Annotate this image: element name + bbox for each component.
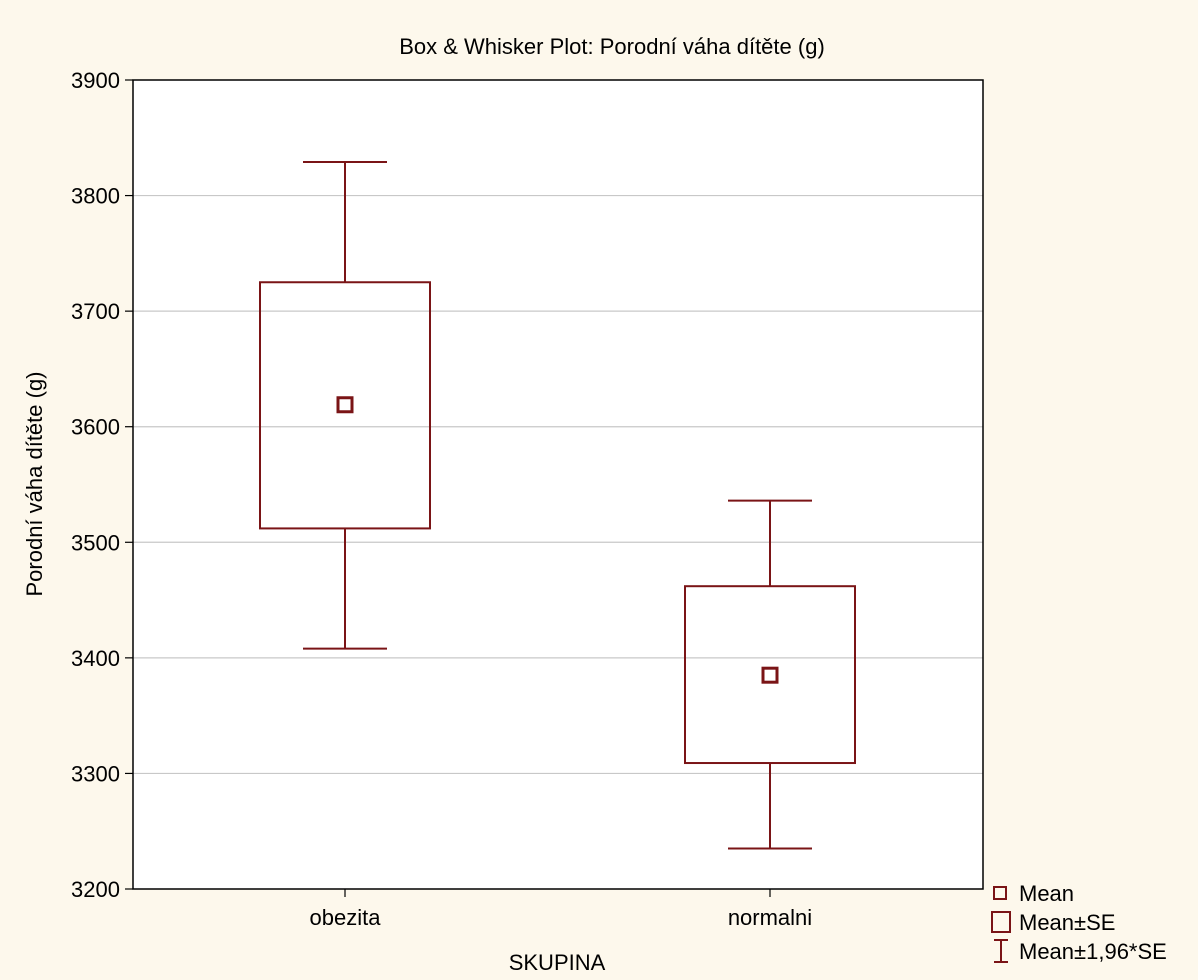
legend-se-box xyxy=(991,911,1011,933)
y-tick-label: 3300 xyxy=(71,761,120,786)
legend-item-mean: Mean xyxy=(993,881,1074,906)
group-obezita xyxy=(259,161,431,650)
legend-label: Mean±SE xyxy=(1019,910,1115,935)
y-tick-label: 3400 xyxy=(71,646,120,671)
legend: Mean Mean±SE Mean±1,96*SE xyxy=(991,881,1167,964)
group-normalni xyxy=(684,499,856,850)
se-box xyxy=(259,281,431,530)
grid-lines xyxy=(133,194,983,775)
legend-label: Mean±1,96*SE xyxy=(1019,939,1167,964)
y-tick-label: 3900 xyxy=(71,68,120,93)
y-tick-label: 3800 xyxy=(71,184,120,209)
chart-title: Box & Whisker Plot: Porodní váha dítěte … xyxy=(399,34,825,59)
y-tick-label: 3200 xyxy=(71,877,120,902)
plot-frame xyxy=(132,79,984,890)
y-axis-ticks: 3200 3300 3400 3500 3600 3700 3800 3900 xyxy=(71,68,133,902)
x-tick-label: normalni xyxy=(728,905,812,930)
y-axis-label: Porodní váha dítěte (g) xyxy=(22,371,47,596)
mean-marker xyxy=(336,396,354,414)
se-box xyxy=(684,585,856,765)
legend-label: Mean xyxy=(1019,881,1074,906)
x-tick-label: obezita xyxy=(310,905,382,930)
y-tick-label: 3500 xyxy=(71,530,120,555)
box-groups xyxy=(259,161,856,850)
legend-mean-marker xyxy=(993,886,1007,900)
x-axis-ticks: obezita normalni xyxy=(310,889,812,930)
mean-marker xyxy=(761,666,779,684)
plot-area xyxy=(133,80,983,889)
y-tick-label: 3700 xyxy=(71,299,120,324)
x-axis-label: SKUPINA xyxy=(509,950,606,975)
legend-item-se: Mean±SE xyxy=(991,910,1115,935)
legend-item-ci: Mean±1,96*SE xyxy=(994,939,1167,964)
y-tick-label: 3600 xyxy=(71,415,120,440)
